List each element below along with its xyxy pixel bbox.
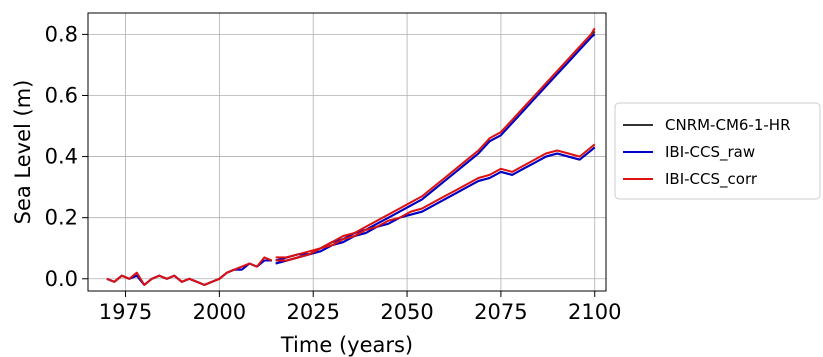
series-line bbox=[275, 33, 596, 262]
x-tick-label: 1975 bbox=[99, 300, 152, 324]
y-tick-label: 0.4 bbox=[45, 145, 78, 169]
legend-label: IBI-CCS_corr bbox=[665, 170, 758, 189]
legend-item: CNRM-CM6-1-HR bbox=[623, 116, 791, 134]
x-tick-label: 2100 bbox=[568, 300, 621, 324]
legend-item: IBI-CCS_corr bbox=[623, 170, 758, 189]
x-axis-ticks: 1975 2000 2025 2050 2075 2100 bbox=[99, 291, 621, 324]
legend-label: IBI-CCS_raw bbox=[665, 143, 755, 162]
series-line bbox=[275, 30, 596, 262]
plot-series bbox=[106, 27, 596, 286]
y-tick-label: 0.0 bbox=[45, 267, 78, 291]
legend: CNRM-CM6-1-HR IBI-CCS_raw IBI-CCS_corr bbox=[614, 102, 821, 200]
legend-frame bbox=[614, 102, 821, 200]
y-axis-ticks: 0.0 0.2 0.4 0.6 0.8 bbox=[45, 22, 88, 291]
y-tick-label: 0.6 bbox=[45, 83, 78, 107]
plot-frame bbox=[87, 12, 607, 292]
legend-label: CNRM-CM6-1-HR bbox=[665, 116, 791, 134]
y-tick-label: 0.8 bbox=[45, 22, 78, 46]
y-tick-label: 0.2 bbox=[45, 206, 78, 230]
series-line bbox=[106, 256, 273, 286]
series-ibi-ccs-raw bbox=[106, 33, 596, 286]
legend-item: IBI-CCS_raw bbox=[623, 143, 755, 162]
series-cnrm-cm6-1-hr bbox=[106, 30, 596, 286]
x-tick-label: 2075 bbox=[474, 300, 527, 324]
x-tick-label: 2000 bbox=[193, 300, 246, 324]
x-tick-label: 2050 bbox=[380, 300, 433, 324]
y-axis-label: Sea Level (m) bbox=[11, 80, 35, 225]
series-line bbox=[275, 143, 596, 262]
grid bbox=[88, 13, 606, 291]
series-ibi-ccs-corr bbox=[106, 27, 596, 286]
x-tick-label: 2025 bbox=[286, 300, 339, 324]
x-axis-label: Time (years) bbox=[280, 333, 413, 357]
series-line bbox=[275, 27, 596, 259]
